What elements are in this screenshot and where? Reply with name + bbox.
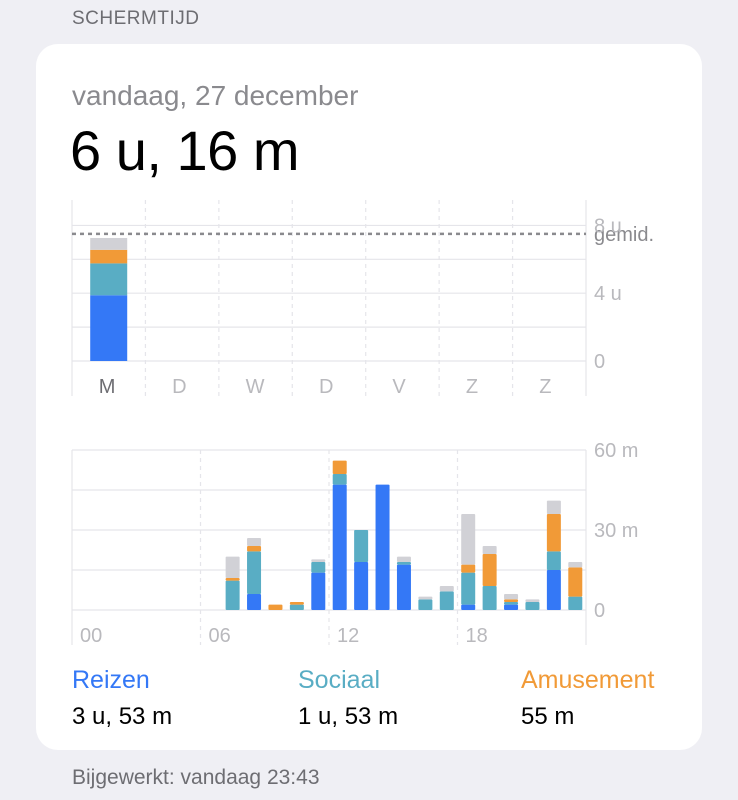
hourly-bar-segment xyxy=(311,572,326,610)
weekly-bar-segment xyxy=(90,249,128,264)
hourly-bar-segment xyxy=(247,551,262,594)
hourly-bar-segment xyxy=(247,538,262,546)
hourly-bar-segment xyxy=(482,586,497,610)
hourly-bar-segment xyxy=(504,594,519,600)
hourly-bar-segment xyxy=(225,556,240,578)
weekly-day-label: D xyxy=(319,376,333,398)
weekly-bar-segment xyxy=(90,263,128,296)
weekly-y-tick: 0 xyxy=(594,351,605,373)
hourly-y-tick: 30 m xyxy=(594,520,638,542)
hourly-bar-segment xyxy=(247,594,262,610)
hourly-bar-segment xyxy=(546,514,561,552)
legend-amusement-value: 55 m xyxy=(521,703,575,730)
hourly-bar-segment xyxy=(311,562,326,573)
hourly-x-tick: 06 xyxy=(209,625,231,647)
hourly-bar-segment xyxy=(332,484,347,610)
date-label: vandaag, 27 december xyxy=(72,80,359,111)
hourly-x-tick: 12 xyxy=(337,625,359,647)
weekly-day-label: D xyxy=(172,376,186,398)
weekly-day-label: Z xyxy=(539,376,551,398)
screen-time-card[interactable] xyxy=(36,44,702,750)
hourly-bar-segment xyxy=(504,599,519,602)
hourly-bar-segment xyxy=(461,604,476,610)
hourly-bar-segment xyxy=(504,604,519,610)
weekly-y-tick: 4 u xyxy=(594,283,622,305)
hourly-bar-segment xyxy=(225,578,240,581)
legend-amusement[interactable]: Amusement 55 m xyxy=(521,666,654,731)
hourly-bar-segment xyxy=(375,484,390,610)
hourly-bar-segment xyxy=(568,562,583,568)
legend-amusement-name: Amusement xyxy=(521,666,655,694)
hourly-bar-segment xyxy=(546,551,561,570)
hourly-bar-segment xyxy=(354,530,369,562)
hourly-bar-segment xyxy=(418,599,433,610)
legend-reizen-name: Reizen xyxy=(72,666,150,694)
hourly-bar-segment xyxy=(546,500,561,514)
weekly-day-label: W xyxy=(246,376,265,398)
legend-sociaal-name: Sociaal xyxy=(298,666,380,694)
weekly-average-label: gemid. xyxy=(594,224,654,246)
hourly-bar-segment xyxy=(461,514,476,565)
weekly-bar-segment xyxy=(90,295,128,361)
weekly-y-tick: 8 u xyxy=(594,215,622,237)
hourly-bar-segment xyxy=(354,562,369,610)
hourly-y-tick: 60 m xyxy=(594,440,638,462)
hourly-y-tick: 0 xyxy=(594,600,605,622)
hourly-bar-segment xyxy=(482,546,497,554)
hourly-bar-segment xyxy=(439,586,454,592)
weekly-day-label: M xyxy=(99,376,116,398)
hourly-bar-segment xyxy=(418,596,433,600)
hourly-bar-segment xyxy=(525,599,540,602)
hourly-bar-segment xyxy=(504,602,519,605)
hourly-bar-segment xyxy=(396,564,411,610)
total-screen-time: 6 u, 16 m xyxy=(70,119,299,182)
hourly-bar-segment xyxy=(332,474,347,485)
legend-sociaal[interactable]: Sociaal 1 u, 53 m xyxy=(298,666,398,731)
hourly-bar-segment xyxy=(525,602,540,610)
hourly-bar-segment xyxy=(332,460,347,474)
hourly-bar-segment xyxy=(225,580,240,610)
hourly-x-tick: 00 xyxy=(80,625,102,647)
hourly-bar-segment xyxy=(568,596,583,610)
weekly-day-label: Z xyxy=(466,376,478,398)
weekly-bar-segment xyxy=(90,237,128,250)
legend-sociaal-value: 1 u, 53 m xyxy=(298,703,399,730)
hourly-bar-segment xyxy=(482,554,497,586)
legend-reizen[interactable]: Reizen 3 u, 53 m xyxy=(72,666,172,731)
hourly-bar-segment xyxy=(439,591,454,610)
section-title: SCHERMTIJD xyxy=(72,8,200,29)
hourly-bar-segment xyxy=(461,572,476,605)
hourly-bar-segment xyxy=(311,559,326,562)
hourly-bar-segment xyxy=(396,562,411,565)
updated-label: Bijgewerkt: vandaag 23:43 xyxy=(72,766,320,789)
hourly-bar-segment xyxy=(396,556,411,562)
hourly-chart[interactable]: 00 06 12 18 60 m 30 m 0 xyxy=(71,440,638,647)
hourly-bar-segment xyxy=(289,602,304,605)
hourly-bar-segment xyxy=(289,604,304,610)
hourly-x-tick: 18 xyxy=(466,625,488,647)
hourly-bar-segment xyxy=(546,570,561,610)
hourly-bar-segment xyxy=(247,546,262,552)
hourly-bar-segment xyxy=(268,604,283,610)
legend-reizen-value: 3 u, 53 m xyxy=(72,703,173,730)
weekly-day-label: V xyxy=(392,376,406,398)
hourly-bar-segment xyxy=(461,564,476,573)
hourly-bar-segment xyxy=(568,567,583,597)
